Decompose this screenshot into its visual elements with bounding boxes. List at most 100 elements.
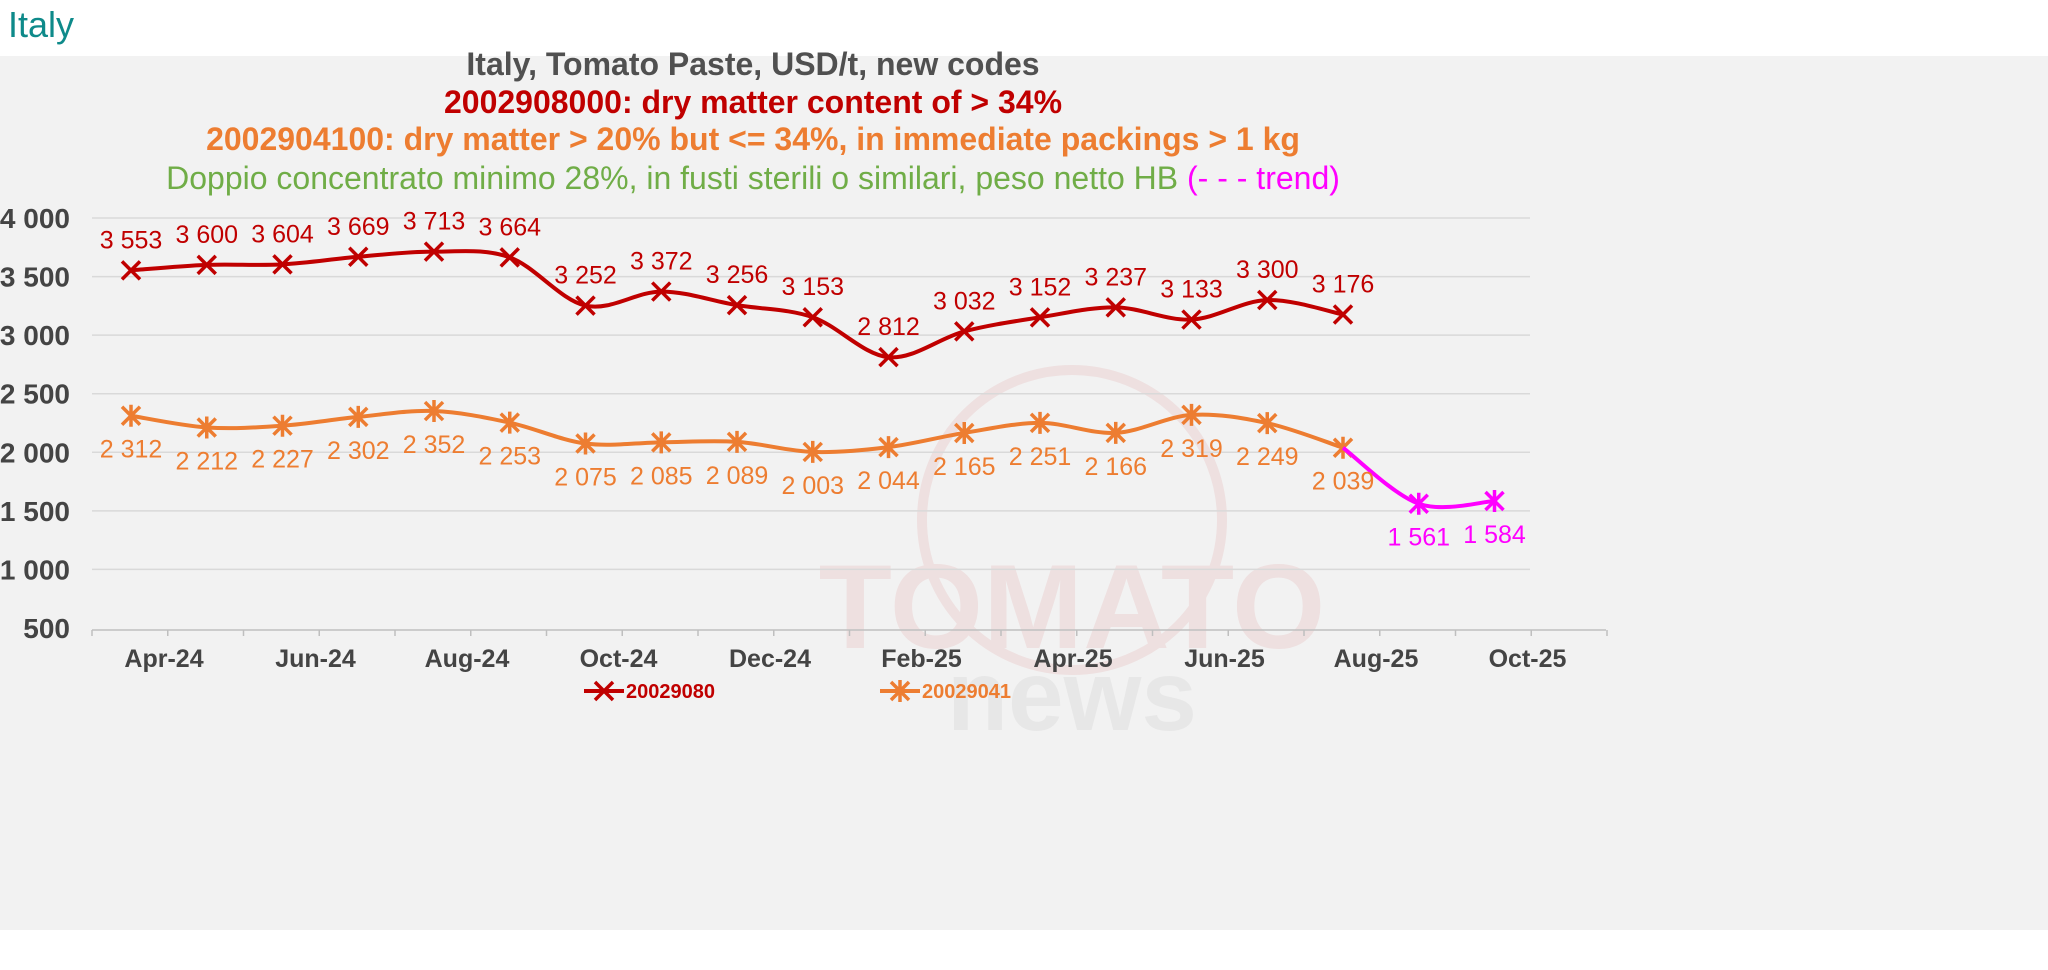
data-point-marker xyxy=(651,281,672,302)
x-tick-label: Aug-25 xyxy=(1334,645,1419,673)
watermark-globe xyxy=(917,365,1227,675)
legend-marker xyxy=(593,680,615,702)
data-point-marker xyxy=(499,411,520,434)
data-label: 3 300 xyxy=(1236,256,1299,284)
data-label: 1 561 xyxy=(1387,524,1450,552)
data-point-marker xyxy=(1181,403,1202,426)
data-label: 2 075 xyxy=(554,464,617,492)
data-label: 2 319 xyxy=(1160,435,1223,463)
x-tick-label: Dec-24 xyxy=(729,645,811,673)
y-tick-label: 500 xyxy=(23,613,70,644)
data-labels: 3 553 3 600 3 604 3 669 3 713 3 664 3 252 3 372… xyxy=(100,208,1526,552)
data-point-marker xyxy=(726,294,748,316)
data-point-marker xyxy=(1029,411,1051,434)
data-point-marker xyxy=(499,247,520,268)
data-point-marker xyxy=(878,436,899,459)
data-point-marker xyxy=(1484,490,1505,513)
data-label: 2 044 xyxy=(857,467,920,495)
legend-marker xyxy=(889,680,911,702)
chart-panel xyxy=(0,56,2048,930)
x-axis: Apr-24 Jun-24 Aug-24 Oct-24 Dec-24 Feb-25 Apr-… xyxy=(91,629,1608,673)
data-label: 3 133 xyxy=(1160,276,1223,304)
data-point-marker xyxy=(120,404,142,427)
y-tick-label: 3 000 xyxy=(0,320,70,351)
series-lines xyxy=(120,241,1505,515)
chart-title-line-1: Italy, Tomato Paste, USD/t, new codes xyxy=(466,46,1039,82)
data-label: 2 253 xyxy=(478,443,541,471)
data-label: 3 176 xyxy=(1312,271,1375,299)
data-point-marker xyxy=(196,254,217,276)
data-label: 2 352 xyxy=(403,431,466,459)
data-point-marker xyxy=(1105,421,1126,444)
data-label: 2 089 xyxy=(706,462,769,490)
x-tick-label: Feb-25 xyxy=(881,645,962,673)
data-point-marker xyxy=(802,306,823,328)
watermark: TOMATO news xyxy=(819,365,1326,752)
data-label: 2 039 xyxy=(1312,468,1375,496)
data-point-marker xyxy=(878,346,899,368)
legend-label-2: 20029041 xyxy=(922,681,1011,703)
legend: 20029080 20029041 xyxy=(584,680,1011,703)
data-label: 3 553 xyxy=(100,226,163,254)
watermark-line1: TOMATO xyxy=(819,540,1326,674)
data-label: 3 153 xyxy=(781,273,844,301)
x-tick-label: Jun-25 xyxy=(1184,645,1265,673)
x-tick-label: Oct-24 xyxy=(580,645,658,673)
data-label: 1 584 xyxy=(1463,521,1526,549)
data-point-marker xyxy=(423,400,445,423)
data-point-marker xyxy=(1257,289,1278,311)
chart-subtitle-text: Doppio concentrato minimo 28%, in fusti … xyxy=(166,160,1187,196)
x-tick-label: Oct-25 xyxy=(1489,645,1567,673)
data-label: 2 212 xyxy=(175,447,238,475)
data-point-marker xyxy=(1257,412,1278,435)
y-tick-label: 1 500 xyxy=(0,496,70,527)
data-point-marker xyxy=(120,260,142,281)
data-point-marker xyxy=(1181,309,1202,330)
chart-title-line-2: 2002908000: dry matter content of > 34% xyxy=(444,84,1062,120)
data-label: 2 249 xyxy=(1236,443,1299,471)
data-point-marker xyxy=(726,430,748,453)
data-point-marker xyxy=(423,241,445,262)
data-point-marker xyxy=(1029,307,1051,328)
data-label: 3 032 xyxy=(933,287,996,315)
y-tick-label: 4 000 xyxy=(0,203,70,234)
page-label: Italy xyxy=(8,4,75,45)
data-label: 2 165 xyxy=(933,453,996,481)
data-label: 3 372 xyxy=(630,248,693,276)
x-tick-label: Apr-24 xyxy=(124,645,203,673)
data-label: 3 600 xyxy=(175,221,238,249)
data-label: 2 085 xyxy=(630,462,693,490)
chart-titles: Italy, Tomato Paste, USD/t, new codes200… xyxy=(166,46,1340,196)
data-point-marker xyxy=(272,414,293,437)
x-tick-label: Apr-25 xyxy=(1033,645,1112,673)
y-tick-label: 2 500 xyxy=(0,379,70,410)
x-tick-label: Jun-24 xyxy=(275,645,356,673)
watermark-line2: news xyxy=(947,640,1197,752)
legend-label-1: 20029080 xyxy=(626,681,715,703)
data-point-marker xyxy=(196,416,217,439)
data-point-marker xyxy=(651,431,672,454)
data-label: 2 812 xyxy=(857,313,920,341)
y-tick-label: 2 000 xyxy=(0,437,70,468)
data-label: 2 227 xyxy=(251,446,314,474)
data-label: 3 252 xyxy=(554,262,617,290)
data-label: 3 669 xyxy=(327,213,390,241)
data-label: 3 256 xyxy=(706,261,769,289)
data-point-marker xyxy=(954,321,975,342)
data-label: 3 713 xyxy=(403,208,466,236)
data-label: 2 302 xyxy=(327,437,390,465)
y-tick-label: 1 000 xyxy=(0,554,70,585)
data-point-marker xyxy=(348,246,369,268)
data-point-marker xyxy=(272,254,293,275)
data-point-marker xyxy=(1408,492,1429,515)
x-tick-label: Aug-24 xyxy=(425,645,510,673)
grid-lines xyxy=(92,217,1530,571)
data-label: 2 166 xyxy=(1084,453,1147,481)
data-label: 3 237 xyxy=(1084,263,1147,291)
y-axis: 4 000 3 500 3 000 2 500 2 000 1 500 1 000 500 xyxy=(0,203,70,644)
y-tick-label: 3 500 xyxy=(0,262,70,293)
data-label: 2 251 xyxy=(1009,443,1072,471)
data-label: 2 003 xyxy=(781,472,844,500)
data-label: 3 664 xyxy=(478,213,541,241)
